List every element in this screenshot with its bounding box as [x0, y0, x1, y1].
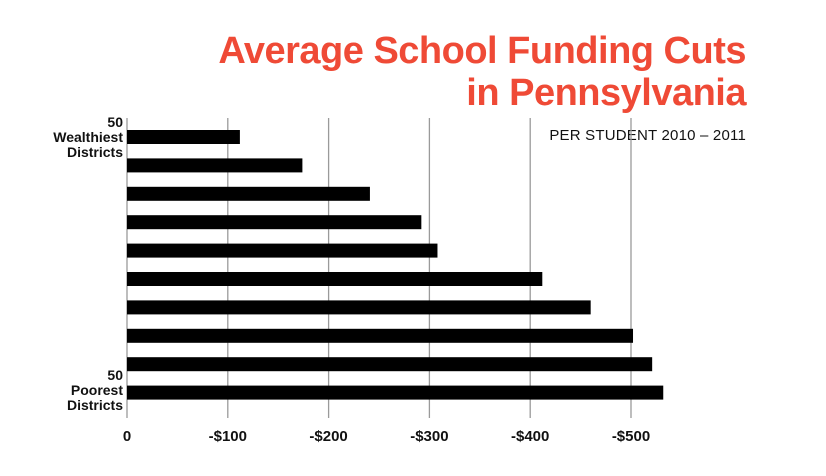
bar — [127, 300, 591, 315]
bottom-category-label: 50 Poorest Districts — [67, 368, 123, 413]
top-category-label: 50 Wealthiest Districts — [53, 115, 123, 160]
top-label-line-1: 50 — [107, 114, 123, 130]
bar — [127, 215, 422, 230]
top-label-line-2: Wealthiest — [53, 129, 123, 145]
chart-title-line-1: Average School Funding Cuts — [218, 30, 746, 72]
x-tick-label: -$500 — [612, 428, 650, 445]
bar — [127, 328, 634, 343]
x-tick-label: -$100 — [209, 428, 247, 445]
bottom-label-line-3: Districts — [66, 397, 123, 413]
bottom-label-line-2: Poorest — [70, 382, 123, 398]
x-tick-label: -$200 — [309, 428, 347, 445]
chart-subtitle: PER STUDENT 2010 – 2011 — [549, 127, 746, 144]
x-tick-label: 0 — [123, 428, 131, 445]
bottom-label-line-1: 50 — [107, 367, 123, 383]
bar — [127, 158, 303, 173]
x-tick-label: -$400 — [511, 428, 549, 445]
bar — [127, 186, 370, 201]
top-label-line-3: Districts — [66, 144, 123, 160]
bar — [127, 272, 543, 286]
bar — [127, 385, 664, 400]
bar — [127, 357, 653, 372]
x-tick-label: -$300 — [410, 428, 448, 445]
bar — [127, 243, 438, 258]
bar — [127, 130, 240, 144]
chart-title-line-2: in Pennsylvania — [466, 72, 746, 114]
